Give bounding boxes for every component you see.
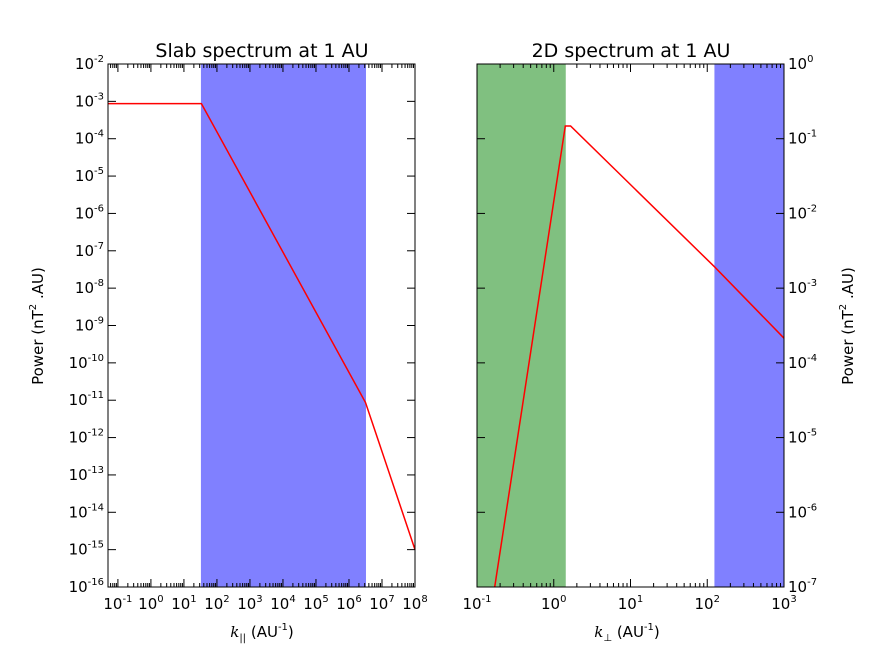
slab-y-tick-label: 10-11 — [69, 390, 104, 409]
twod-x-tick-label: 100 — [541, 594, 566, 613]
slab-y-label: Power (nT — [29, 309, 47, 384]
slab-x-unit: (AU — [251, 623, 278, 641]
slab-y-tick-label: 10-6 — [75, 203, 104, 222]
twod-title: 2D spectrum at 1 AU — [532, 40, 731, 62]
slab-x-tick-label: 10-1 — [103, 594, 132, 613]
twod-y-label-tail: .AU) — [839, 267, 857, 304]
slab-x-var: k — [230, 623, 239, 641]
twod-x-sub: ⊥ — [603, 633, 612, 644]
twod-panel: 10-1 100 101 102 103 100 10-1 10-2 10-3 10-4 10-5 1… — [462, 40, 857, 644]
slab-slab-spectrum-line — [108, 102, 416, 550]
slab-inertial-range-region — [200, 63, 366, 588]
twod-y-tick-label: 10-7 — [788, 577, 817, 596]
twod-energy-range-region — [476, 63, 566, 588]
twod-dissipation-range-region — [714, 63, 785, 588]
twod-x-unit: (AU — [617, 623, 644, 641]
twod-x-tick-label: 102 — [695, 594, 720, 613]
slab-x-tick-label: 100 — [138, 594, 163, 613]
slab-y-tick-label: 10-8 — [75, 278, 104, 297]
twod-y-tick-label: 10-1 — [788, 129, 817, 148]
slab-y-tick-label: 10-3 — [75, 91, 104, 110]
slab-title: Slab spectrum at 1 AU — [155, 40, 368, 62]
slab-x-tick-label: 106 — [336, 594, 361, 613]
slab-x-sub: || — [239, 633, 246, 644]
slab-x-tick-label: 108 — [402, 594, 427, 613]
slab-y-tick-label: 10-7 — [75, 241, 104, 260]
slab-x-unit-exp: -1 — [278, 622, 288, 633]
twod-y-tick-label: 10-5 — [788, 428, 817, 447]
slab-y-tick-label: 10-14 — [69, 502, 104, 521]
slab-panel: 10-1 100 101 102 103 104 105 106 107 108 10-2 10-3 1… — [28, 40, 428, 644]
slab-y-tick-label: 10-16 — [69, 577, 104, 596]
twod-x-var: k — [594, 623, 603, 641]
twod-x-tick-label: 101 — [618, 594, 643, 613]
slab-y-tick-label: 10-12 — [69, 428, 104, 447]
twod-y-tick-label: 10-3 — [788, 278, 817, 297]
slab-x-tick-label: 103 — [237, 594, 262, 613]
twod-x-tick-label: 10-1 — [462, 594, 491, 613]
twod-x-tick-label: 103 — [771, 594, 796, 613]
slab-x-tick-label: 105 — [303, 594, 328, 613]
slab-y-tick-label: 10-15 — [69, 540, 104, 559]
twod-x-unit-exp: -1 — [644, 622, 654, 633]
slab-x-tick-label: 101 — [171, 594, 196, 613]
twod-y-label: Power (nT — [839, 309, 857, 384]
slab-y-tick-label: 10-10 — [69, 353, 104, 372]
twod-y-tick-label: 10-6 — [788, 502, 817, 521]
slab-y-tick-label: 10-9 — [75, 316, 104, 335]
twod-y-tick-label: 10-4 — [788, 353, 817, 372]
slab-y-tick-label: 10-4 — [75, 129, 104, 148]
slab-x-tick-label: 102 — [204, 594, 229, 613]
twod-y-axis-label: Power (nT2 .AU) — [838, 267, 857, 385]
slab-y-axis-label: Power (nT2 .AU) — [28, 267, 47, 385]
slab-x-tick-label: 107 — [369, 594, 394, 613]
twod-2d-spectrum-line — [493, 125, 785, 588]
twod-y-tick-label: 100 — [788, 54, 813, 73]
slab-y-tick-label: 10-2 — [75, 54, 104, 73]
slab-y-tick-label: 10-13 — [69, 465, 104, 484]
slab-y-label-exp: 2 — [28, 304, 39, 310]
slab-y-tick-label: 10-5 — [75, 166, 104, 185]
twod-x-close: ) — [654, 623, 660, 641]
slab-x-axis-label: k|| (AU-1) — [230, 622, 294, 644]
twod-y-tick-label: 10-2 — [788, 203, 817, 222]
slab-x-tick-label: 104 — [270, 594, 295, 613]
twod-y-label-exp: 2 — [838, 304, 849, 310]
twod-x-axis-label: k⊥ (AU-1) — [594, 622, 660, 644]
slab-y-label-tail: .AU) — [29, 267, 47, 304]
slab-x-close: ) — [288, 623, 294, 641]
